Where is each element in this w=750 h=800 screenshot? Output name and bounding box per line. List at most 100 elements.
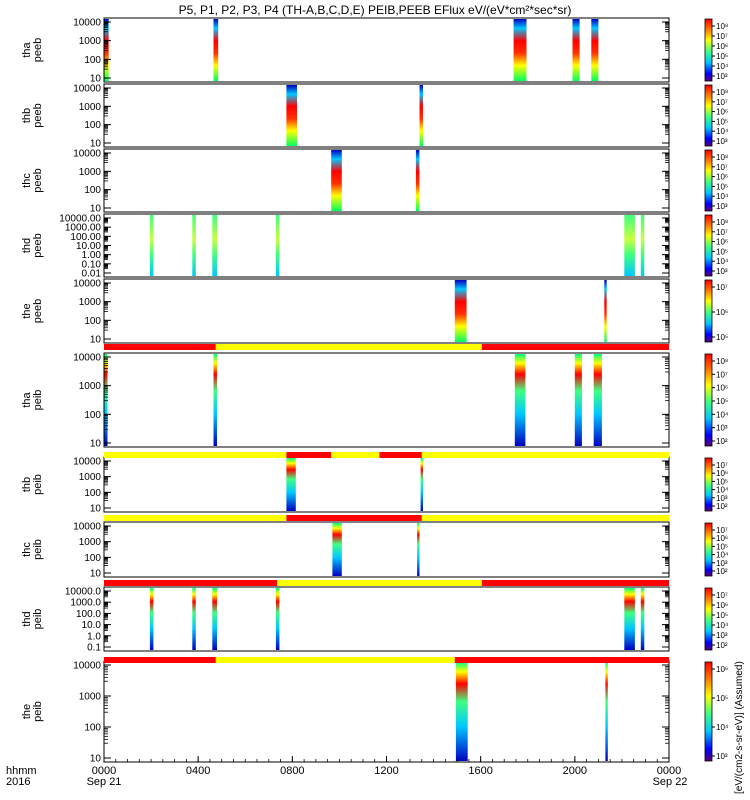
y-tick-label: 1000.0 (70, 598, 101, 609)
burst-tha-peib-1 (213, 354, 217, 446)
colorbar-tick-label: 10⁸ (716, 218, 728, 227)
panel-the-peib: 10000 1000 100 10 the peib 10⁶ 10⁵ 10⁴ 10³ (21, 660, 729, 765)
y-tick-label: 1000 (79, 692, 102, 703)
y-tick-label: 1000 (79, 472, 102, 483)
mode-bar-0-segment-0 (104, 344, 216, 350)
colorbar-tick-label: 10⁵ (716, 477, 728, 486)
colorbar-tick-label: 10⁵ (716, 52, 728, 61)
panel-ylabel: tha (21, 41, 33, 57)
colorbar-tick-label: 10⁵ (716, 333, 728, 342)
burst-tha-peeb-0 (104, 19, 109, 81)
x-end-date: Sep 22 (653, 776, 688, 788)
x-tick-label: 0800 (280, 765, 304, 777)
colorbar-tick-label: 10⁴ (716, 127, 729, 136)
panel-ylabel: peib (32, 539, 44, 560)
colorbar (704, 457, 713, 512)
y-tick-label: 10000 (73, 522, 101, 533)
panel-frame (103, 456, 670, 513)
burst-thb-peib-1 (420, 458, 423, 511)
mode-bar-1-segment-3 (379, 452, 422, 458)
burst-thb-peeb-0 (286, 85, 297, 146)
y-tick-label: 0.01 (82, 269, 102, 280)
colorbar-tick-label: 10³ (716, 267, 728, 276)
mode-bar-1-segment-2 (331, 452, 380, 458)
mode-bar-1-segment-1 (286, 452, 332, 458)
y-tick-label: 10.0 (82, 620, 102, 631)
burst-the-peib-0 (455, 662, 468, 761)
burst-thd-peib-0 (149, 588, 154, 650)
burst-thd-peeb-4 (624, 215, 635, 276)
y-tick-label: 1.00 (82, 250, 102, 261)
colorbar-tick-label: 10⁵ (716, 117, 728, 126)
panel-ylabel: thd (21, 238, 33, 253)
colorbar-tick-label: 10⁴ (716, 410, 729, 419)
panel-ylabel: peib (32, 609, 44, 630)
burst-thb-peeb-1 (419, 85, 423, 146)
panel-ylabel: peeb (32, 233, 44, 257)
mode-bar-2-segment-0 (104, 515, 287, 521)
y-tick-label: 10 (90, 335, 102, 346)
y-tick-label: 10 (90, 204, 102, 215)
colorbar (704, 661, 713, 762)
colorbar-tick-label: 10⁶ (716, 173, 728, 182)
colorbar-tick-label: 10⁸ (716, 153, 728, 162)
colorbar-tick-label: 10² (716, 641, 728, 650)
burst-thd-peib-3 (275, 588, 280, 650)
mode-bar-4-segment-1 (215, 657, 455, 663)
panel-ylabel: peeb (32, 168, 44, 192)
colorbar-tick-label: 10³ (716, 424, 728, 433)
colorbar-tick-label: 10³ (716, 72, 728, 81)
panel-ylabel: thb (21, 477, 33, 492)
burst-thd-peeb-5 (640, 215, 645, 276)
x-tick-label: 1600 (468, 765, 492, 777)
y-tick-label: 100 (84, 316, 101, 327)
y-tick-label: 1000 (79, 102, 102, 113)
colorbar-tick-label: 10⁶ (716, 469, 728, 478)
panel-frame (103, 278, 670, 344)
burst-tha-peeb-4 (591, 19, 599, 81)
mode-bar-1-segment-0 (104, 452, 287, 458)
burst-thd-peeb-0 (149, 215, 154, 276)
mode-bar-0-segment-1 (215, 344, 482, 350)
y-tick-label: 10 (90, 569, 102, 580)
chart-title: P5, P1, P2, P3, P4 (TH-A,B,C,D,E) PEIB,P… (179, 3, 572, 17)
colorbar-tick-label: 10⁵ (716, 247, 728, 256)
colorbar-tick-label: 10⁴ (716, 192, 729, 201)
y-tick-label: 1000.00 (65, 223, 102, 234)
colorbar-tick-label: 10⁶ (716, 308, 728, 317)
burst-thd-peib-5 (640, 588, 645, 650)
burst-thd-peeb-1 (192, 215, 196, 276)
panel-ylabel: thc (21, 173, 33, 188)
y-tick-label: 1000 (79, 297, 102, 308)
mode-bar-0-segment-2 (481, 344, 669, 350)
burst-the-peeb-0 (454, 280, 467, 342)
colorbar-tick-label: 10³ (716, 137, 728, 146)
x-row-label-year: 2016 (6, 776, 30, 788)
y-tick-label: 100 (84, 185, 101, 196)
colorbar-label: [eV/(cm2-s-sr-eV)] (Assumed) (734, 661, 745, 794)
colorbar (704, 149, 713, 212)
y-tick-label: 10 (90, 754, 102, 765)
colorbar-tick-label: 10⁶ (716, 42, 728, 51)
y-tick-label: 0.1 (87, 643, 101, 654)
y-tick-label: 100 (84, 553, 101, 564)
colorbar-tick-label: 10⁷ (716, 283, 728, 292)
colorbar (704, 587, 713, 651)
colorbar-tick-label: 10⁷ (716, 98, 728, 107)
colorbar-tick-label: 10⁴ (716, 621, 729, 630)
colorbar-tick-label: 10⁷ (716, 591, 728, 600)
y-tick-label: 10000 (73, 279, 101, 290)
x-tick-label: 0000 (92, 765, 116, 777)
colorbar-tick-label: 10⁶ (716, 238, 728, 247)
colorbar-tick-label: 10² (716, 437, 728, 446)
y-tick-label: 1.0 (87, 631, 101, 642)
y-tick-label: 10.00 (76, 241, 101, 252)
burst-thc-peib-0 (332, 523, 342, 576)
y-tick-label: 10000 (73, 18, 101, 29)
panel-ylabel: peib (32, 701, 44, 722)
panel-frame (103, 213, 670, 278)
panel-ylabel: peeb (32, 103, 44, 127)
